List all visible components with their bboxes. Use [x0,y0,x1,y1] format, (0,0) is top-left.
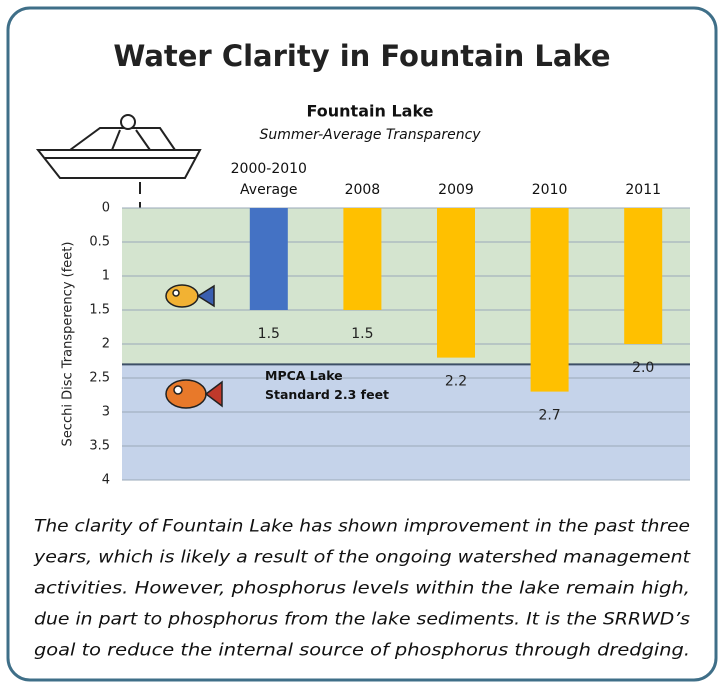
caption-line: activities. However, phosphorus levels w… [34,579,690,598]
y-tick-label: 4 [102,473,110,488]
value-label: 2.2 [445,374,467,390]
caption-line: The clarity of Fountain Lake has shown i… [34,517,690,536]
value-label: 2.0 [632,360,654,376]
y-tick-label: 3.5 [89,439,110,454]
below-standard-zone [122,364,690,480]
value-label: 1.5 [351,326,373,342]
bar [250,208,288,310]
clear-zone [122,208,690,364]
value-label: 2.7 [538,408,560,424]
page-title: Water Clarity in Fountain Lake [113,39,610,73]
infographic: Water Clarity in Fountain Lake Fountain … [0,0,724,688]
bar [531,208,569,392]
caption-line: due in part to phosphorus from the lake … [34,610,690,629]
chart-title: Fountain Lake [307,102,434,121]
y-tick-label: 1 [102,269,110,284]
y-axis-label: Secchi Disc Transperency (feet) [61,242,76,447]
caption-line: goal to reduce the internal source of ph… [34,641,690,660]
y-tick-label: 0.5 [89,235,110,250]
bar [437,208,475,358]
x-tick-label: 2009 [438,182,474,198]
value-label: 1.5 [258,326,280,342]
x-tick-label: 2011 [625,182,661,198]
x-tick-label: 2010 [532,182,568,198]
x-tick-label: 2008 [345,182,381,198]
bar [624,208,662,344]
y-tick-label: 0 [102,201,110,216]
caption-line: years, which is likely a result of the o… [33,548,691,567]
y-tick-label: 2 [102,337,110,352]
y-tick-label: 2.5 [89,371,110,386]
y-tick-label: 1.5 [89,303,110,318]
y-tick-label: 3 [102,405,110,420]
chart-subtitle: Summer-Average Transparency [259,127,481,143]
bar [343,208,381,310]
